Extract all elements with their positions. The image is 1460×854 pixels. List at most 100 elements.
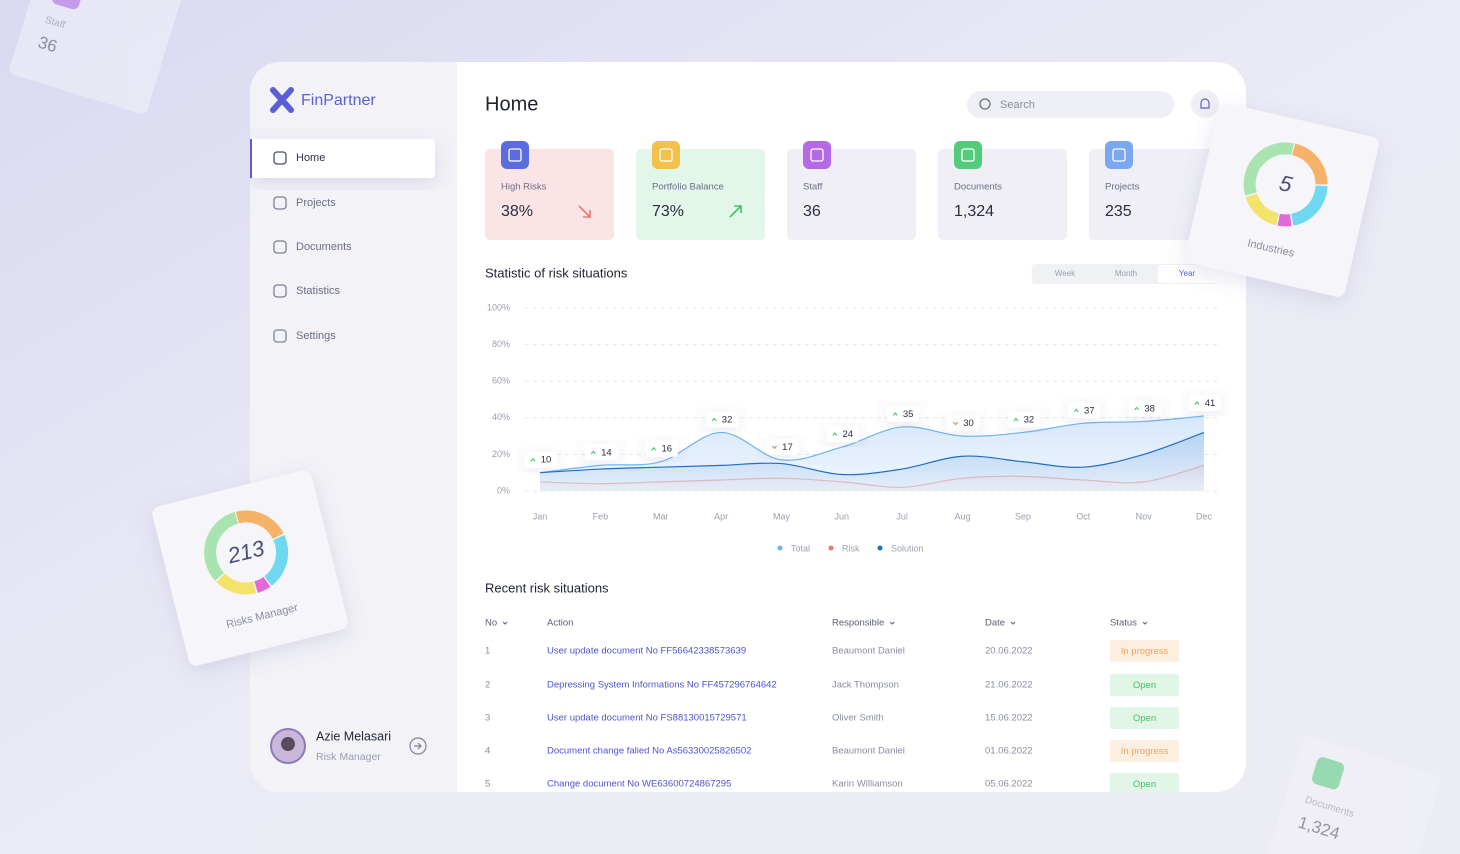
- logo-icon: [270, 87, 294, 113]
- x-tick-label: May: [773, 511, 791, 521]
- nav-label: Settings: [296, 330, 336, 342]
- card-icon: [954, 141, 982, 169]
- avatar-face: [281, 737, 295, 751]
- sort-icon: [502, 621, 508, 625]
- tag-arrow-down: [953, 421, 958, 426]
- card-bg: [636, 149, 765, 240]
- card-bg: [787, 149, 916, 240]
- card-label: High Risks: [501, 182, 547, 193]
- column-header[interactable]: Responsible: [832, 618, 884, 629]
- status-pill: [1110, 674, 1179, 696]
- status-pill: [1110, 740, 1179, 762]
- chart-title: Statistic of risk situations: [485, 265, 628, 280]
- card-bg: [485, 149, 614, 240]
- card-icon-glyph: [961, 148, 975, 162]
- x-tick-label: Sep: [1015, 511, 1031, 521]
- donut-segment: [204, 510, 289, 595]
- card-icon: [1105, 141, 1133, 169]
- nav-label: Home: [296, 152, 325, 164]
- search-box[interactable]: [967, 91, 1174, 118]
- x-tick-label: Oct: [1076, 511, 1091, 521]
- y-tick-label: 0%: [497, 485, 510, 495]
- card-icon: [501, 141, 529, 169]
- responsible: Beaumont Daniel: [832, 646, 905, 657]
- area-fill: [540, 432, 1204, 491]
- logout-button[interactable]: [409, 737, 427, 755]
- stat-card: Portfolio Balance 73%: [636, 141, 765, 240]
- table-title: Recent risk situations: [485, 580, 609, 595]
- value-tag: [706, 411, 739, 428]
- floating-stat-value: 36: [36, 33, 60, 57]
- status-pill: [1110, 640, 1179, 662]
- value-label: 14: [601, 447, 612, 458]
- floating-card-bg: [1185, 103, 1379, 297]
- x-tick-label: Jan: [533, 511, 548, 521]
- column-header[interactable]: Date: [985, 618, 1005, 629]
- x-tick-label: Nov: [1136, 511, 1153, 521]
- logout-arrow: [414, 742, 422, 750]
- floating-card-bg: [9, 0, 181, 114]
- stat-card: Projects 235: [1089, 141, 1218, 240]
- period-option[interactable]: Month: [1115, 269, 1137, 278]
- tag-arrow-down: [772, 445, 777, 450]
- x-tick-label: Apr: [714, 511, 728, 521]
- card-value: 235: [1105, 203, 1132, 220]
- column-header[interactable]: No: [485, 618, 497, 629]
- nav-icon: [273, 196, 287, 210]
- card-label: Portfolio Balance: [652, 182, 724, 193]
- stat-card: Staff 36: [787, 141, 916, 240]
- responsible: Jack Thompson: [832, 680, 899, 691]
- user-name: Azie Melasari: [316, 729, 391, 743]
- floating-card-icon: [52, 0, 85, 10]
- nav-item[interactable]: Documents: [273, 240, 352, 254]
- column-header[interactable]: Status: [1110, 618, 1137, 629]
- date: 21.06.2022: [985, 680, 1033, 691]
- value-tag: [1007, 411, 1040, 428]
- value-label: 37: [1084, 405, 1095, 416]
- value-tag: [826, 426, 859, 443]
- date: 15.06.2022: [985, 713, 1033, 724]
- value-label: 35: [903, 409, 914, 420]
- value-label: 16: [661, 444, 672, 455]
- card-value: 38%: [501, 203, 533, 220]
- action-link[interactable]: User update document No FF56642338573639: [547, 646, 746, 657]
- card-bg: [938, 149, 1067, 240]
- stat-card: High Risks 38%: [485, 141, 614, 240]
- tag-arrow-up: [832, 432, 838, 436]
- y-tick-label: 40%: [492, 412, 510, 422]
- action-link[interactable]: Change document No WE63600724867295: [547, 779, 731, 790]
- donut-segment: [1243, 142, 1328, 227]
- tag-arrow-up: [590, 450, 596, 455]
- action-link[interactable]: Depressing System Informations No FF4572…: [547, 680, 777, 691]
- value-label: 24: [843, 429, 854, 440]
- status: In progress: [1121, 646, 1169, 657]
- tag-arrow-up: [1013, 417, 1019, 422]
- status: In progress: [1121, 746, 1169, 757]
- brand: FinPartner: [301, 92, 376, 109]
- card-icon-glyph: [1112, 148, 1126, 162]
- status: Open: [1133, 680, 1156, 691]
- nav-item[interactable]: Settings: [273, 329, 336, 343]
- value-tag: [947, 415, 980, 432]
- value-tag: [1068, 402, 1101, 419]
- period-option[interactable]: Year: [1179, 269, 1196, 278]
- sidebar: [250, 62, 457, 792]
- tag-arrow-up: [711, 417, 717, 422]
- period-option[interactable]: Week: [1055, 269, 1076, 278]
- nav-item[interactable]: Projects: [273, 196, 336, 210]
- sort-icon: [1142, 621, 1148, 625]
- action-link[interactable]: Document change falied No As563300258265…: [547, 746, 751, 757]
- nav-icon: [273, 240, 287, 254]
- nav-item[interactable]: Home: [250, 139, 435, 178]
- sort-icon: [889, 621, 895, 625]
- tag-arrow-up: [1194, 401, 1200, 405]
- nav-item[interactable]: Statistics: [273, 284, 341, 298]
- tag-arrow-up: [1134, 406, 1140, 411]
- action-link[interactable]: User update document No FS88130015729571: [547, 713, 747, 724]
- y-tick-label: 100%: [487, 302, 510, 312]
- legend-dot: [877, 545, 883, 551]
- x-tick-label: Jul: [896, 511, 908, 521]
- notification-button[interactable]: [1191, 90, 1219, 118]
- legend-dot: [828, 545, 834, 551]
